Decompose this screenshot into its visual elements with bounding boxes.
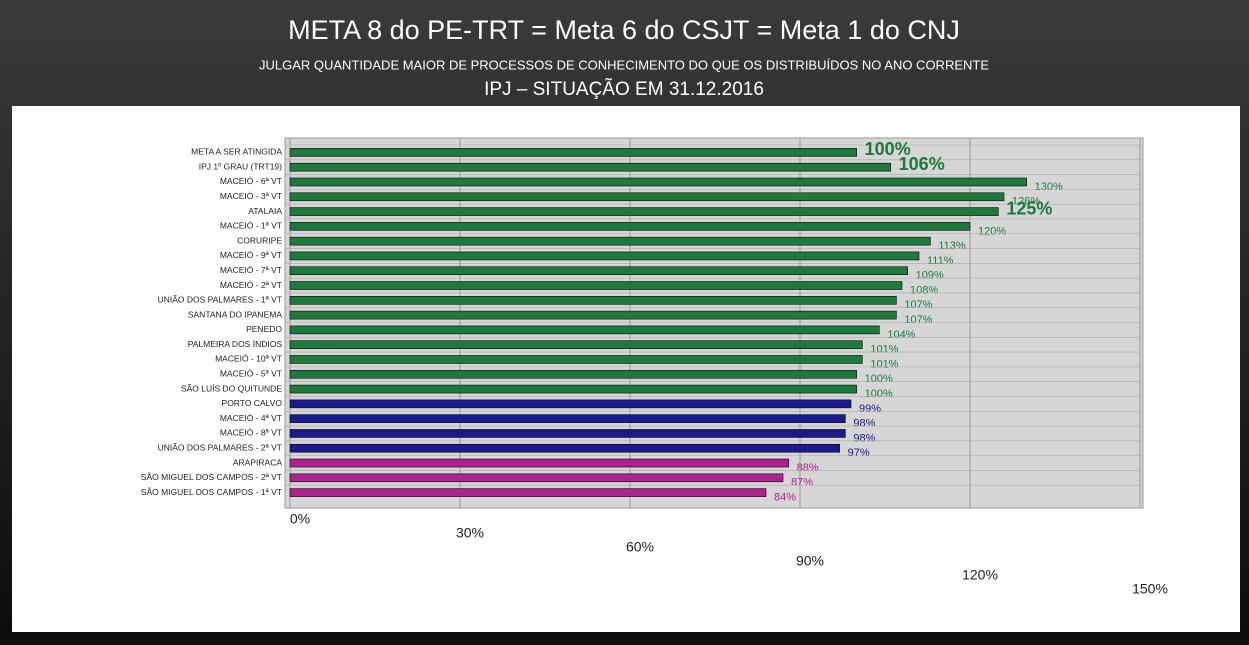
- bar: [289, 296, 897, 305]
- chart-title: META 8 do PE-TRT = Meta 6 do CSJT = Meta…: [288, 15, 960, 45]
- y-tick-label: UNIÃO DOS PALMARES - 2ª VT: [158, 442, 282, 452]
- bar: [289, 443, 840, 453]
- bar: [289, 281, 903, 290]
- x-tick-label: 120%: [962, 567, 998, 583]
- y-tick-label: IPJ 1º GRAU (TRT19): [199, 161, 282, 171]
- value-label: 109%: [916, 270, 944, 282]
- y-tick-label: ARAPIRACA: [233, 457, 282, 467]
- bar: [289, 399, 852, 409]
- value-label: 84%: [774, 492, 796, 504]
- bar: [289, 384, 857, 394]
- y-tick-label: SÃO MIGUEL DOS CAMPOS - 1ª VT: [141, 487, 282, 497]
- value-label: 98%: [853, 418, 875, 430]
- bar: [289, 414, 846, 423]
- value-label: 120%: [978, 225, 1006, 237]
- value-label: 125%: [1006, 198, 1052, 218]
- value-label: 100%: [865, 388, 893, 400]
- value-label: 100%: [865, 373, 893, 385]
- value-label: 100%: [865, 139, 911, 159]
- value-label: 99%: [859, 403, 881, 415]
- y-tick-label: PALMEIRA DOS ÍNDIOS: [188, 339, 283, 349]
- bar: [289, 236, 931, 246]
- y-tick-label: SÃO MIGUEL DOS CAMPOS - 2ª VT: [141, 472, 282, 482]
- bar: [289, 355, 863, 364]
- bar: [289, 162, 891, 172]
- bar: [289, 473, 784, 483]
- chart-subtitle: IPJ – SITUAÇÃO EM 31.12.2016: [484, 78, 764, 100]
- bar: [289, 310, 897, 320]
- bar: [289, 251, 920, 261]
- value-label: 88%: [797, 462, 819, 474]
- value-label: 87%: [791, 477, 813, 489]
- y-tick-label: META A SER ATINGIDA: [191, 147, 282, 157]
- y-tick-label: MACEIÓ - 9ª VT: [220, 250, 282, 260]
- bar: [289, 266, 908, 276]
- bar: [289, 325, 880, 335]
- value-label: 101%: [870, 344, 898, 356]
- y-tick-label: MACEIÓ - 7ª VT: [220, 265, 282, 275]
- y-tick-label: MACEIÓ - 8ª VT: [220, 428, 282, 438]
- value-label: 126%: [1012, 196, 1040, 208]
- bar: [289, 148, 857, 157]
- y-tick-label: MACEIÓ - 10ª VT: [215, 354, 282, 364]
- y-tick-label: CORURIPE: [237, 235, 282, 245]
- value-label: 107%: [904, 299, 932, 311]
- chart-subtitle: JULGAR QUANTIDADE MAIOR DE PROCESSOS DE …: [259, 57, 989, 72]
- y-tick-label: ATALAIA: [248, 206, 282, 216]
- y-tick-label: MACEIÓ - 3ª VT: [220, 191, 282, 201]
- bar: [289, 429, 846, 438]
- value-label: 104%: [887, 329, 915, 341]
- value-label: 130%: [1035, 181, 1063, 193]
- y-tick-label: MACEIÓ - 5ª VT: [220, 369, 282, 379]
- value-label: 98%: [853, 432, 875, 444]
- x-tick-label: 90%: [796, 553, 824, 569]
- bar: [289, 192, 1005, 202]
- value-label: 108%: [910, 284, 938, 296]
- x-tick-label: 150%: [1132, 581, 1168, 597]
- y-tick-label: SANTANA DO IPANEMA: [188, 309, 282, 319]
- y-tick-label: UNIÃO DOS PALMARES - 1ª VT: [158, 295, 282, 305]
- bar: [289, 369, 857, 379]
- value-label: 106%: [899, 154, 945, 174]
- value-label: 113%: [938, 240, 966, 252]
- value-label: 101%: [870, 358, 898, 370]
- bar: [289, 222, 971, 231]
- y-tick-label: SÃO LUÍS DO QUITUNDE: [181, 383, 282, 393]
- value-label: 111%: [927, 255, 954, 267]
- x-tick-label: 0%: [290, 511, 310, 527]
- y-tick-label: MACEIÓ - 1ª VT: [220, 221, 282, 231]
- bar: [289, 458, 789, 468]
- bar: [289, 207, 999, 216]
- bar: [289, 340, 863, 349]
- value-label: 107%: [904, 314, 932, 326]
- bar: [289, 177, 1027, 187]
- y-tick-label: MACEIÓ - 6ª VT: [220, 176, 282, 186]
- value-label: 97%: [848, 447, 870, 459]
- x-tick-label: 30%: [456, 525, 484, 541]
- y-tick-label: PORTO CALVO: [222, 398, 283, 408]
- y-tick-label: MACEIÓ - 4ª VT: [220, 413, 282, 423]
- bar: [289, 488, 767, 497]
- y-tick-label: PENEDO: [246, 324, 282, 334]
- y-tick-label: MACEIÓ - 2ª VT: [220, 280, 282, 290]
- x-tick-label: 60%: [626, 539, 654, 555]
